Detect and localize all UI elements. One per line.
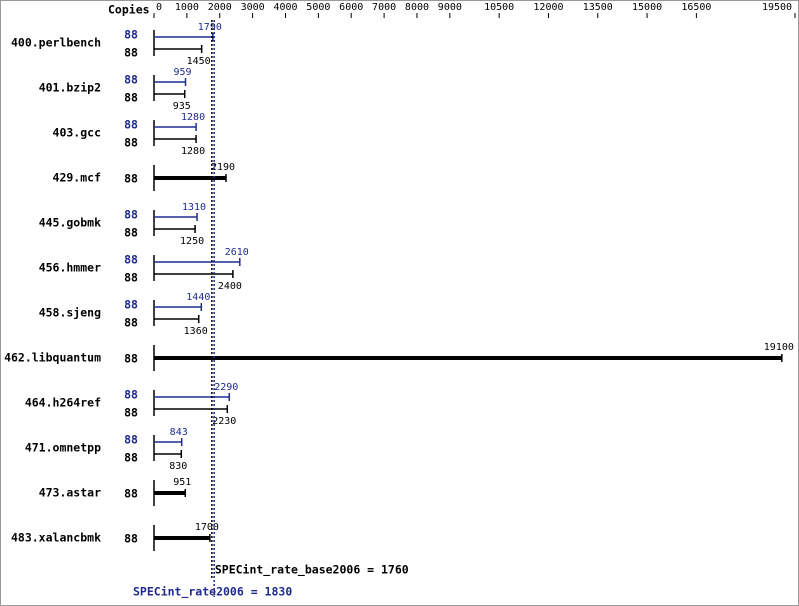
x-tick-label: 6000 [339, 2, 363, 13]
x-tick-label: 7000 [372, 2, 396, 13]
x-tick-label: 12000 [533, 2, 563, 13]
copies: 88 [124, 406, 138, 420]
copies: 88 [124, 352, 138, 366]
copies: 88 [124, 226, 138, 240]
value-label: 951 [173, 477, 191, 488]
value-label: 830 [169, 461, 187, 472]
x-tick-label: 16500 [681, 2, 711, 13]
copies: 88 [124, 253, 138, 267]
x-tick-label: 15000 [632, 2, 662, 13]
x-tick-label: 8000 [405, 2, 429, 13]
copies: 88 [124, 316, 138, 330]
copies: 88 [124, 451, 138, 465]
copies: 88 [124, 91, 138, 105]
value-label: 1250 [180, 236, 204, 247]
value-label: 2290 [214, 382, 238, 393]
value-label: 1450 [187, 56, 211, 67]
reference-label: SPECint_rate2006 = 1830 [133, 585, 292, 600]
copies: 88 [124, 532, 138, 546]
category-label: 429.mcf [53, 171, 102, 185]
value-label: 2230 [212, 416, 236, 427]
copies: 88 [124, 208, 138, 222]
category-label: 456.hmmer [39, 261, 101, 275]
value-label: 1280 [181, 146, 205, 157]
copies: 88 [124, 298, 138, 312]
copies: 88 [124, 172, 138, 186]
x-tick-label: 5000 [306, 2, 330, 13]
copies: 88 [124, 433, 138, 447]
category-label: 483.xalancbmk [11, 531, 101, 545]
x-tick-label: 4000 [273, 2, 297, 13]
copies-header: Copies [108, 3, 150, 17]
x-tick-label: 2000 [208, 2, 232, 13]
value-label: 1700 [195, 522, 219, 533]
value-label: 2400 [218, 281, 242, 292]
category-label: 462.libquantum [4, 351, 101, 365]
value-label: 19100 [764, 342, 794, 353]
value-label: 1280 [181, 112, 205, 123]
copies: 88 [124, 73, 138, 87]
value-label: 1440 [186, 292, 210, 303]
x-tick-label: 10500 [484, 2, 514, 13]
copies: 88 [124, 388, 138, 402]
category-label: 458.sjeng [39, 306, 101, 320]
category-label: 471.omnetpp [25, 441, 101, 455]
category-label: 445.gobmk [39, 216, 101, 230]
value-label: 1790 [198, 22, 222, 33]
category-label: 464.h264ref [25, 396, 101, 410]
value-label: 935 [173, 101, 191, 112]
x-tick-label: 0 [156, 2, 162, 13]
x-tick-label: 13500 [583, 2, 613, 13]
value-label: 1360 [184, 326, 208, 337]
category-label: 403.gcc [53, 126, 101, 140]
category-label: 401.bzip2 [39, 81, 101, 95]
value-label: 1310 [182, 202, 206, 213]
copies: 88 [124, 118, 138, 132]
value-label: 2190 [211, 162, 235, 173]
category-label: 473.astar [39, 486, 101, 500]
x-tick-label: 19500 [762, 2, 792, 13]
value-label: 959 [173, 67, 191, 78]
reference-label: SPECint_rate_base2006 = 1760 [215, 563, 409, 578]
x-tick-label: 9000 [438, 2, 462, 13]
copies: 88 [124, 28, 138, 42]
copies: 88 [124, 136, 138, 150]
copies: 88 [124, 487, 138, 501]
x-tick-label: 3000 [241, 2, 265, 13]
value-label: 843 [170, 427, 188, 438]
copies: 88 [124, 271, 138, 285]
copies: 88 [124, 46, 138, 60]
value-label: 2610 [225, 247, 249, 258]
x-tick-label: 1000 [175, 2, 199, 13]
category-label: 400.perlbench [11, 36, 101, 50]
